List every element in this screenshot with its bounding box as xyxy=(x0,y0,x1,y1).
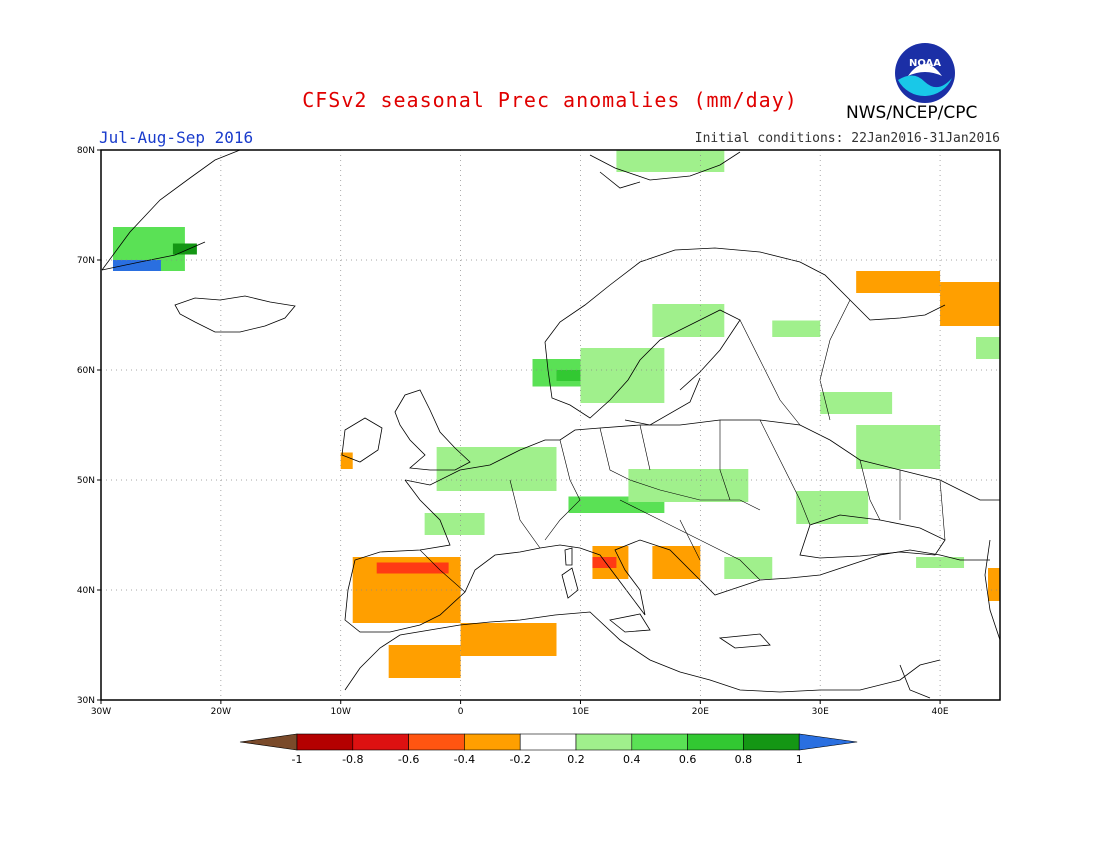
scandinavia-coast xyxy=(544,247,946,426)
anomaly-russia-ne-green xyxy=(976,337,1000,359)
anomaly-central-europe-green xyxy=(628,469,749,502)
colorbar-arrow-high xyxy=(798,733,858,751)
anomaly-regions xyxy=(112,150,1000,678)
greenland-coast xyxy=(101,149,241,271)
initial-conditions: Initial conditions: 22Jan2016-31Jan2016 xyxy=(694,131,1000,146)
lat-label: 80N xyxy=(77,146,95,156)
caspian-coast xyxy=(984,539,1001,641)
colorbar-labels: -1 -0.8 -0.6 -0.4 -0.2 0.2 0.4 0.6 0.8 1 xyxy=(292,753,803,766)
lon-labels: 30W 20W 10W 0 10E 20E 30E 40E xyxy=(91,707,949,717)
colorbar-box xyxy=(519,733,577,751)
noaa-logo: NOAA xyxy=(894,42,956,104)
axis-ticks xyxy=(97,149,941,704)
anomaly-algeria-orange xyxy=(460,623,557,656)
logo-text: NOAA xyxy=(909,58,941,69)
anomaly-balkan-orange xyxy=(652,546,701,579)
colorbar-label: 1 xyxy=(796,753,803,766)
anomaly-finland-north-green xyxy=(652,304,725,337)
forecast-period: Jul-Aug-Sep 2016 xyxy=(99,128,254,147)
colorbar-box xyxy=(631,733,688,751)
lat-label: 40N xyxy=(77,586,95,596)
ireland-coast xyxy=(341,417,383,463)
colorbar-label: -0.2 xyxy=(509,753,530,766)
anomaly-greenland-east-blue xyxy=(112,260,161,271)
colorbar-box xyxy=(408,733,465,751)
anomaly-ireland-orange xyxy=(340,452,353,469)
lon-label: 0 xyxy=(458,707,464,717)
colorbar-label: -0.4 xyxy=(454,753,475,766)
anomaly-russia-ne-orange xyxy=(940,282,1000,326)
north-africa-coast xyxy=(344,611,941,693)
anomaly-sweden-green xyxy=(580,348,665,403)
lat-labels: 80N 70N 60N 50N 40N 30N xyxy=(77,146,95,706)
colorbar-box xyxy=(743,733,800,751)
map-title: CFSv2 seasonal Prec anomalies (mm/day) xyxy=(302,88,798,112)
colorbar-label: 0.8 xyxy=(735,753,753,766)
anomaly-kola-orange xyxy=(856,271,941,293)
anomaly-svalbard-green xyxy=(616,150,725,172)
colorbar-box xyxy=(464,733,521,751)
lon-label: 20W xyxy=(211,707,231,717)
anomaly-karelia-green xyxy=(772,320,821,337)
anomaly-iberia-red xyxy=(376,562,449,574)
great-britain-coast xyxy=(394,389,471,471)
anomaly-caspian-orange xyxy=(988,568,1000,601)
colorbar-arrow-low xyxy=(239,733,298,751)
anomaly-france-green xyxy=(424,513,485,535)
iceland-coast xyxy=(174,295,296,333)
gridlines xyxy=(101,150,1000,700)
lon-label: 30E xyxy=(812,707,829,717)
colorbar-label: 0.4 xyxy=(623,753,641,766)
colorbar-label: -1 xyxy=(292,753,303,766)
colorbar-box xyxy=(352,733,409,751)
lon-label: 10W xyxy=(331,707,351,717)
crete-coast xyxy=(718,633,771,649)
north-europe-coast xyxy=(404,419,1000,501)
lat-label: 70N xyxy=(77,256,95,266)
lat-label: 30N xyxy=(77,696,95,706)
anomaly-morocco-orange xyxy=(388,645,461,678)
anomaly-baltic-green xyxy=(820,392,893,414)
lat-label: 50N xyxy=(77,476,95,486)
anomaly-greenland-dark-green xyxy=(172,243,197,255)
lat-label: 60N xyxy=(77,366,95,376)
lon-label: 10E xyxy=(572,707,589,717)
coastlines xyxy=(101,149,1001,699)
lon-label: 40E xyxy=(931,707,948,717)
lon-label: 20E xyxy=(692,707,709,717)
colorbar-label: 0.6 xyxy=(679,753,697,766)
colorbar-box xyxy=(687,733,744,751)
anomaly-ukraine-green xyxy=(796,491,869,524)
colorbar-box xyxy=(296,733,354,751)
svalbard-coast xyxy=(589,151,741,189)
colorbar-label: -0.8 xyxy=(342,753,363,766)
lon-label: 30W xyxy=(91,707,111,717)
anomaly-italy-red xyxy=(592,557,617,568)
agency-label: NWS/NCEP/CPC xyxy=(846,103,978,123)
anomaly-russia-east-green xyxy=(856,425,941,469)
colorbar-label: -0.6 xyxy=(398,753,419,766)
south-europe-coast xyxy=(344,479,990,633)
colorbar-label: 0.2 xyxy=(567,753,585,766)
anomaly-turkey-green xyxy=(916,557,965,568)
map-frame xyxy=(100,149,1001,701)
sicily-coast xyxy=(609,613,651,633)
anomaly-norway-darkgreen xyxy=(556,370,581,381)
colorbar-box xyxy=(575,733,633,751)
colorbar-boxes xyxy=(239,733,858,751)
red-sea-coast xyxy=(899,664,931,699)
